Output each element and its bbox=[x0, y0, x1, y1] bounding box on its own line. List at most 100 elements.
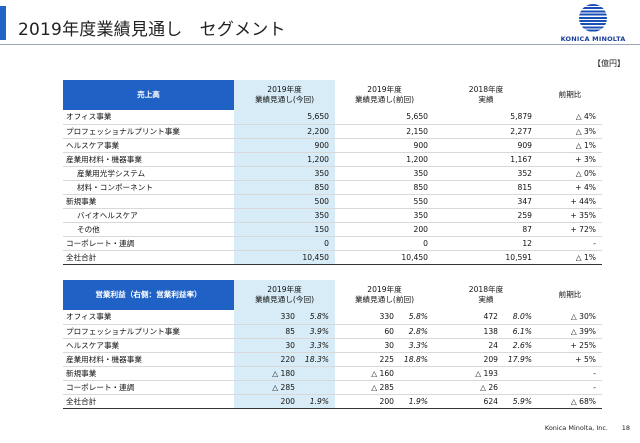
yoy-change: - bbox=[538, 366, 602, 381]
op-section-label: 営業利益（右側：営業利益率） bbox=[63, 280, 234, 310]
current-forecast-value: 220 bbox=[280, 354, 296, 364]
actual-pair: 624 5.9% bbox=[437, 396, 533, 406]
actual-pair: △ 26 bbox=[437, 383, 532, 392]
actual-value: 2,277 bbox=[434, 124, 538, 139]
table-row: 産業用材料・機器事業 1,200 1,200 1,167 + 3% bbox=[63, 152, 602, 167]
previous-forecast-margin: 18.8% bbox=[403, 354, 428, 364]
actual-margin bbox=[498, 369, 532, 378]
total-row: 全社合計 10,450 10,450 10,591 △ 1% bbox=[63, 249, 602, 265]
previous-forecast-value: 900 bbox=[335, 138, 434, 153]
yoy-change: + 3% bbox=[538, 152, 602, 167]
previous-forecast-value: 225 bbox=[379, 354, 395, 364]
previous-forecast-margin: 3.3% bbox=[408, 340, 428, 350]
actual-value: 12 bbox=[434, 236, 538, 251]
yoy-change: △ 1% bbox=[538, 249, 602, 265]
yoy-change: + 72% bbox=[538, 222, 602, 237]
current-forecast-value: 900 bbox=[234, 138, 335, 153]
unit-label: 【億円】 bbox=[593, 59, 625, 68]
actual: 209 17.9% bbox=[434, 352, 538, 367]
sales-section-label: 売上高 bbox=[63, 80, 234, 110]
actual-value: 347 bbox=[434, 194, 538, 209]
previous-forecast-margin bbox=[394, 369, 428, 378]
total-row: 全社合計 200 1.9% 200 1.9% 624 5.9% △ 68% bbox=[63, 393, 602, 409]
logo-wordmark: KONICA MINOLTA bbox=[560, 35, 626, 43]
row-label: 産業用材料・機器事業 bbox=[63, 152, 234, 167]
previous-forecast-value: △ 285 bbox=[371, 382, 394, 392]
current-forecast-value: 200 bbox=[280, 396, 296, 406]
previous-forecast-value: 5,650 bbox=[335, 110, 434, 125]
current-forecast-value: △ 285 bbox=[272, 382, 295, 392]
current-forecast-margin: 18.3% bbox=[304, 354, 329, 364]
row-label: 新規事業 bbox=[63, 194, 234, 209]
table-row: ヘルスケア事業 30 3.3% 30 3.3% 24 2.6% + 25% bbox=[63, 338, 602, 353]
actual: 472 8.0% bbox=[434, 310, 538, 325]
current-forecast: 30 3.3% bbox=[234, 338, 335, 353]
actual-value: 87 bbox=[434, 222, 538, 237]
current-forecast-pair: 330 5.8% bbox=[237, 312, 330, 322]
actual-value: 10,591 bbox=[434, 249, 538, 265]
title-accent-bar bbox=[0, 6, 6, 40]
row-label: ヘルスケア事業 bbox=[63, 138, 234, 153]
row-label: 新規事業 bbox=[63, 366, 234, 381]
row-label: コーポレート・連調 bbox=[63, 236, 234, 251]
op-col-actual: 2018年度 実績 bbox=[468, 285, 504, 304]
yoy-change: + 4% bbox=[538, 180, 602, 195]
table-row: 産業用材料・機器事業 220 18.3% 225 18.8% 209 17.9% + 5% bbox=[63, 352, 602, 367]
current-forecast-margin: 5.8% bbox=[309, 312, 329, 322]
current-forecast-value: 2,200 bbox=[234, 124, 335, 139]
previous-forecast-pair: 225 18.8% bbox=[338, 354, 429, 364]
op-header-row: 営業利益（右側：営業利益率） 2019年度 業績見通し(今回) 2019年度 業績見… bbox=[63, 280, 602, 310]
sales-col-previous-forecast: 2019年度 業績見通し(前回) bbox=[354, 85, 415, 104]
actual-margin bbox=[498, 383, 532, 392]
table-row: その他 150 200 87 + 72% bbox=[63, 222, 602, 237]
previous-forecast-value: 550 bbox=[335, 194, 434, 209]
actual: 24 2.6% bbox=[434, 338, 538, 353]
row-label: バイオヘルスケア bbox=[63, 208, 234, 223]
actual-value: 209 bbox=[483, 354, 499, 364]
actual-margin: 2.6% bbox=[512, 340, 532, 350]
previous-forecast-margin: 1.9% bbox=[408, 396, 428, 406]
previous-forecast: △ 160 bbox=[335, 366, 434, 381]
current-forecast-value: 10,450 bbox=[234, 249, 335, 265]
actual-margin: 5.9% bbox=[512, 396, 532, 406]
actual-value: 138 bbox=[483, 326, 499, 336]
actual: 624 5.9% bbox=[434, 393, 538, 409]
previous-forecast-pair: 30 3.3% bbox=[338, 341, 428, 350]
current-forecast-value: 1,200 bbox=[234, 152, 335, 167]
previous-forecast: 60 2.8% bbox=[335, 324, 434, 339]
current-forecast-pair: 200 1.9% bbox=[237, 396, 330, 406]
current-forecast-pair: △ 285 bbox=[237, 383, 329, 392]
table-row: 産業用光学システム 350 350 352 △ 0% bbox=[63, 166, 602, 181]
sales-header-row: 売上高 2019年度 業績見通し(今回) 2019年度 業績見通し(前回) 2018… bbox=[63, 80, 602, 110]
actual-value: 624 bbox=[483, 396, 499, 406]
sales-table: 売上高 2019年度 業績見通し(今回) 2019年度 業績見通し(前回) 2018… bbox=[63, 80, 602, 265]
op-col-current-forecast: 2019年度 業績見通し(今回) bbox=[234, 280, 335, 310]
current-forecast-pair: 85 3.9% bbox=[237, 327, 329, 336]
previous-forecast-margin: 5.8% bbox=[408, 312, 428, 322]
current-forecast-value: 330 bbox=[280, 312, 296, 322]
row-label: プロフェッショナルプリント事業 bbox=[63, 124, 234, 139]
current-forecast-value: 30 bbox=[285, 340, 295, 350]
current-forecast-value: 5,650 bbox=[234, 110, 335, 125]
actual: △ 26 bbox=[434, 380, 538, 395]
table-row: ヘルスケア事業 900 900 909 △ 1% bbox=[63, 138, 602, 153]
yoy-change: - bbox=[538, 380, 602, 395]
actual-value: △ 193 bbox=[475, 368, 498, 378]
actual-value: △ 26 bbox=[480, 382, 498, 392]
row-label: コーポレート・連調 bbox=[63, 380, 234, 395]
current-forecast: △ 285 bbox=[234, 380, 335, 395]
previous-forecast-value: 60 bbox=[384, 326, 394, 336]
table-row: 新規事業 500 550 347 + 44% bbox=[63, 194, 602, 209]
current-forecast-value: 85 bbox=[285, 326, 295, 336]
previous-forecast-value: 850 bbox=[335, 180, 434, 195]
sales-col-yoy: 前期比 bbox=[558, 90, 582, 99]
row-label: 全社合計 bbox=[63, 393, 234, 409]
previous-forecast-value: 10,450 bbox=[335, 249, 434, 265]
row-label: オフィス事業 bbox=[63, 110, 234, 125]
previous-forecast: 225 18.8% bbox=[335, 352, 434, 367]
yoy-change: △ 1% bbox=[538, 138, 602, 153]
previous-forecast-value: △ 160 bbox=[371, 368, 394, 378]
current-forecast-value: △ 180 bbox=[272, 368, 295, 378]
previous-forecast-pair: 60 2.8% bbox=[338, 327, 428, 336]
actual-value: 24 bbox=[488, 340, 498, 350]
